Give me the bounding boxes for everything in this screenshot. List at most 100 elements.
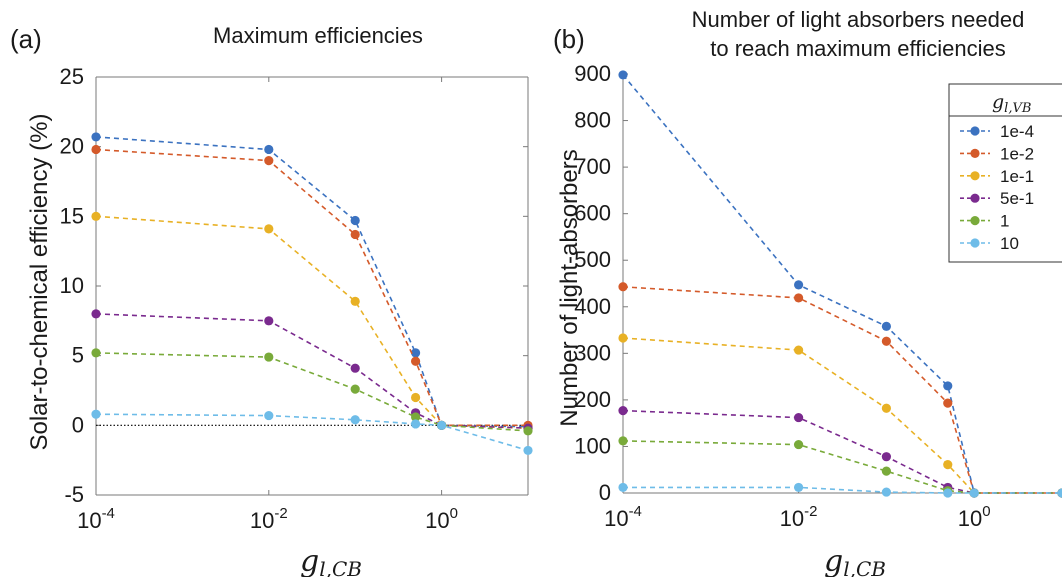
y-tick-label: 0 [599,480,611,505]
data-point-1e-4 [943,381,953,391]
series-line-1e-2 [95,148,528,427]
legend-item-1e-4: 1e-4 [960,122,1034,141]
data-point-1e-2 [618,282,628,292]
series-line-5e-1 [622,409,1062,494]
data-point-1e-4 [91,132,101,142]
x-tick-label-exponent: -2 [804,503,817,520]
series-line-1e-4 [622,74,1062,494]
data-point-1e-1 [943,460,953,470]
legend-items: 1e-4 1e-2 1e-1 5e-1 1 10 [960,122,1034,253]
data-point-1 [264,352,274,362]
series-line-10 [623,486,1062,494]
panel-b-x-axis-title: gl,CB [824,544,886,577]
data-point-10 [350,415,360,425]
y-tick-label: 0 [72,412,84,437]
x-tick-label-base: 10 [958,506,982,531]
series-line-5e-1 [95,313,529,429]
x-tick-label-exponent: -2 [274,505,287,522]
panel-b-x-axis-title-base: g [824,544,843,577]
y-tick-label: 15 [60,203,84,228]
x-tick-label: 10-2 [780,503,818,531]
series-line-10 [95,413,529,452]
panel-a-x-axis-title: gl,CB [300,544,362,577]
series-line-1e-2 [622,286,1062,494]
legend-title: gl,VB [992,91,1031,116]
x-tick-label-exponent: -4 [102,505,115,522]
data-point-10 [437,420,447,430]
data-point-1e-2 [91,144,101,155]
data-point-1e-4 [350,215,360,226]
x-tick-label: 10-4 [604,503,642,531]
y-tick-label: 100 [574,433,611,458]
data-point-1 [410,412,421,422]
data-point-1e-4 [264,144,274,155]
y-tick-label: 200 [574,387,611,412]
data-point-1e-1 [350,296,360,306]
y-tick-label: 5 [72,343,84,368]
panel-b-title-line-2: to reach maximum efficiencies [710,36,1006,61]
data-point-1e-2 [350,229,360,240]
legend-label: 10 [1000,234,1019,253]
y-tick-label: 25 [60,64,84,89]
data-point-10 [881,487,892,497]
x-tick-label: 100 [958,503,991,531]
panel-b-absorbers-chart: (b) Number of light absorbers needed to … [553,7,1062,577]
data-point-1 [350,384,360,394]
data-point-10 [1057,488,1062,498]
x-tick-label-exponent: 0 [982,503,990,520]
data-point-1 [881,466,892,476]
y-tick-label: 600 [574,201,611,226]
data-point-1e-1 [794,345,804,355]
legend-label: 1e-1 [1000,167,1034,186]
data-point-1e-4 [881,321,892,331]
data-point-1e-4 [618,70,628,80]
data-point-1e-1 [881,403,892,413]
x-tick-label: 10-4 [77,505,115,533]
legend-swatch-marker [970,148,980,158]
panel-a-y-axis-title: Solar-to-chemical efficiency (%) [26,114,53,451]
data-point-10 [969,488,979,498]
x-tick-label: 10-2 [250,505,288,533]
x-tick-label-exponent: -4 [629,503,642,520]
panel-b-legend: gl,VB 1e-4 1e-2 1e-1 5e-1 1 10 [948,83,1062,263]
y-tick-label: 700 [574,154,611,179]
data-point-1e-4 [794,280,804,290]
legend-label: 1e-4 [1000,122,1034,141]
panel-b-title-line-1: Number of light absorbers needed [692,7,1025,32]
legend-title-sub: l,VB [1004,101,1031,116]
legend-item-10: 10 [960,234,1019,253]
x-tick-label-base: 10 [77,508,101,533]
legend-swatch-marker [970,126,980,136]
x-tick-label-base: 10 [425,508,449,533]
data-point-1e-2 [943,398,953,408]
x-tick-label-base: 10 [250,508,274,533]
panel-a-x-axis-title-base: g [300,544,319,577]
panel-a-title: Maximum efficiencies [213,23,423,48]
data-point-10 [943,488,953,498]
y-tick-label: 400 [574,294,611,319]
y-tick-label: 20 [60,134,84,159]
legend-swatch-marker [970,171,980,181]
series-line-1 [95,352,529,432]
legend-swatch-marker [970,216,980,226]
data-point-1e-1 [618,333,628,343]
data-point-5e-1 [618,405,628,416]
data-point-1e-4 [410,348,421,358]
panel-a-x-axis-title-sub: l,CB [319,557,362,577]
panel-b-y-axis-title: Number of light-absorbers [556,149,583,426]
data-point-10 [618,482,628,493]
x-tick-label-exponent: 0 [450,505,458,522]
x-tick-label-base: 10 [604,506,628,531]
legend-title-base: g [992,91,1004,113]
y-tick-label: 900 [574,61,611,86]
legend-label: 1 [1000,212,1009,231]
data-point-1 [91,348,101,358]
data-point-1e-1 [264,224,274,234]
panel-b-label: (b) [553,24,585,54]
data-point-5e-1 [91,309,101,319]
y-tick-label: 10 [60,273,84,298]
data-point-10 [410,419,421,429]
